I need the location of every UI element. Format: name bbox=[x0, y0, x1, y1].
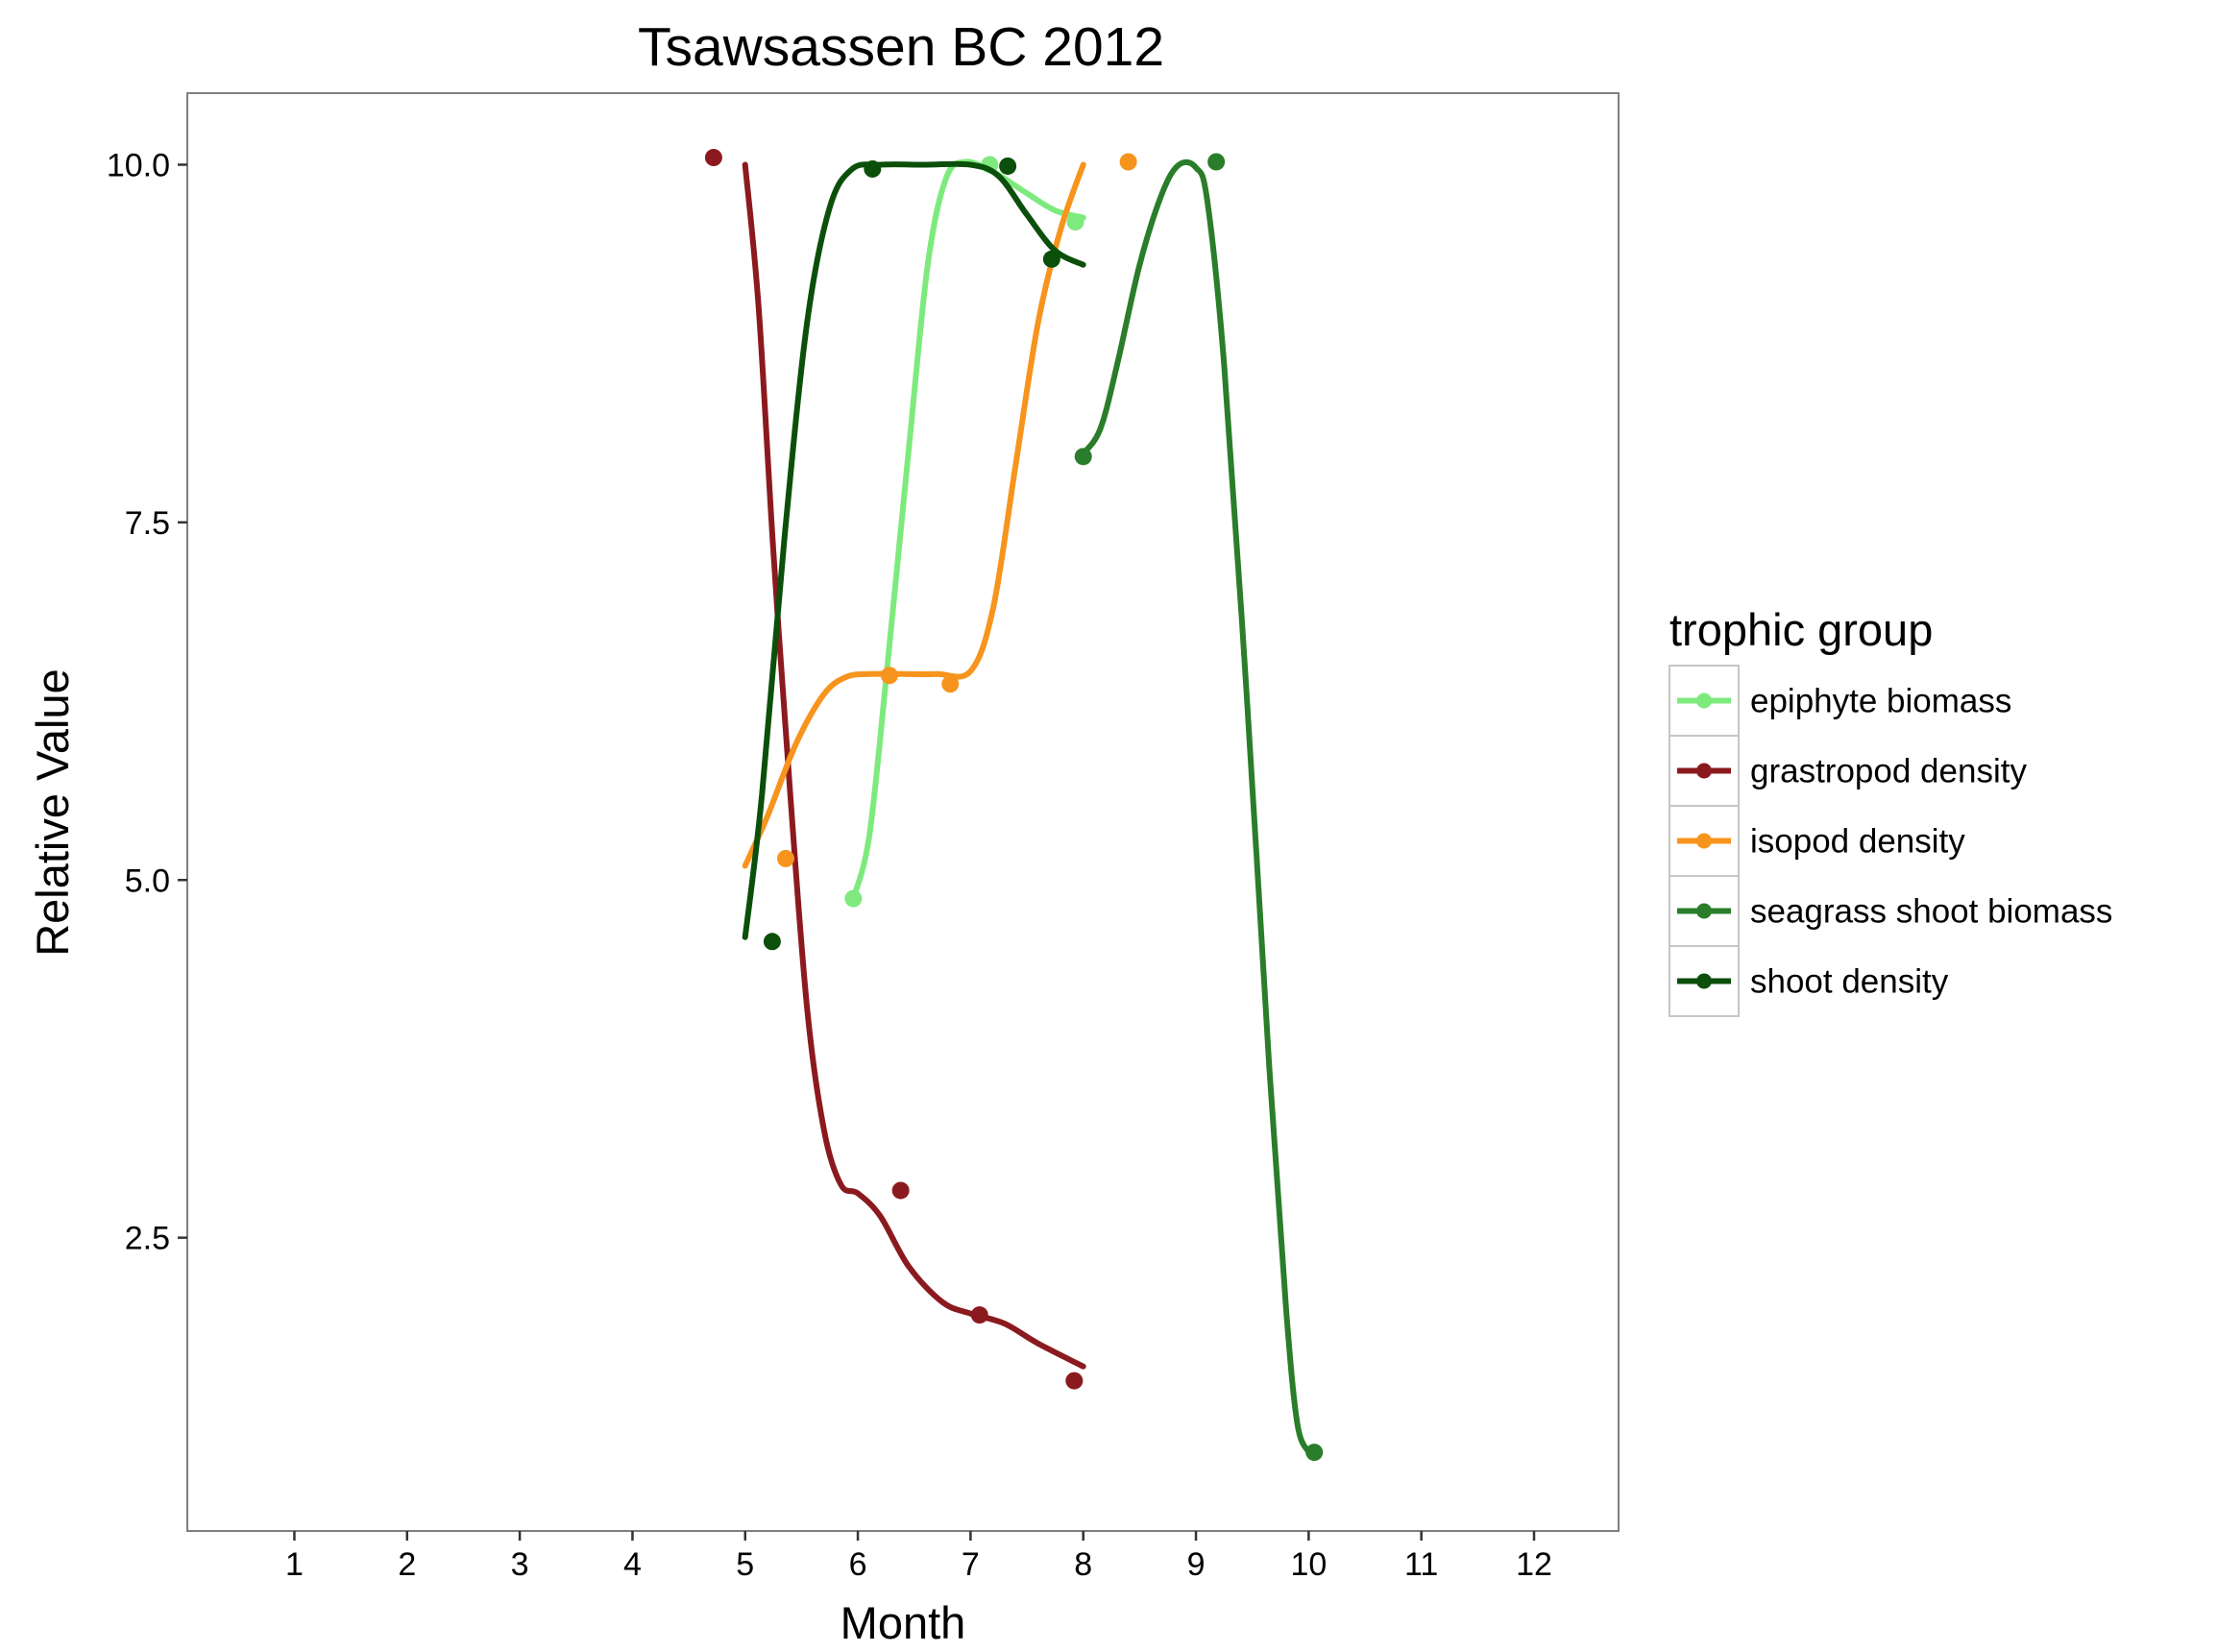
legend-entry: seagrass shoot biomass bbox=[1669, 875, 2112, 947]
data-point bbox=[1065, 1372, 1084, 1390]
y-tick-label: 7.5 bbox=[125, 505, 170, 542]
y-axis-label: Relative Value bbox=[27, 668, 78, 957]
series-seagrass-shoot-biomass bbox=[1074, 153, 1324, 1462]
x-tick-label: 11 bbox=[1404, 1546, 1438, 1583]
y-tick-label: 2.5 bbox=[125, 1221, 170, 1257]
legend-key-point bbox=[1696, 763, 1712, 779]
series-line bbox=[850, 158, 1086, 902]
data-point bbox=[941, 675, 960, 693]
data-point bbox=[880, 667, 898, 685]
series-shoot-density bbox=[742, 157, 1086, 951]
data-point bbox=[844, 889, 863, 908]
legend-label: epiphyte biomass bbox=[1750, 683, 2011, 720]
chart-title: Tsawsassen BC 2012 bbox=[638, 16, 1164, 78]
data-point bbox=[1119, 153, 1137, 171]
data-point bbox=[763, 933, 781, 951]
legend-entries: epiphyte biomass grastropod density isopod… bbox=[1669, 665, 2112, 1017]
series-grastropod-density bbox=[704, 149, 1086, 1390]
x-axis: 1 2 3 4 5 6 7 8 9 10 11 12 bbox=[285, 1531, 1552, 1583]
data-point bbox=[1305, 1444, 1324, 1462]
legend-entry: epiphyte biomass bbox=[1669, 665, 2011, 737]
data-point bbox=[1042, 250, 1060, 268]
series-layer bbox=[704, 149, 1324, 1462]
data-point bbox=[776, 849, 794, 867]
data-point bbox=[704, 149, 722, 167]
data-point bbox=[999, 157, 1017, 175]
x-tick-label: 8 bbox=[1074, 1546, 1092, 1583]
data-point bbox=[1066, 213, 1084, 231]
series-isopod-density bbox=[742, 153, 1137, 869]
legend: trophic group epiphyte biomass grastropod… bbox=[1669, 604, 2112, 1017]
legend-key-point bbox=[1696, 903, 1712, 919]
x-tick-label: 6 bbox=[849, 1546, 867, 1583]
legend-label: grastropod density bbox=[1750, 753, 2027, 790]
series-line bbox=[742, 161, 1086, 869]
x-axis-label: Month bbox=[841, 1597, 966, 1648]
data-point bbox=[1207, 153, 1226, 171]
legend-entry: shoot density bbox=[1669, 945, 1949, 1017]
data-point bbox=[1074, 448, 1092, 466]
y-axis: 2.5 5.0 7.5 10.0 bbox=[107, 147, 187, 1257]
x-tick-label: 10 bbox=[1290, 1546, 1327, 1583]
data-point bbox=[891, 1181, 910, 1200]
legend-entry: grastropod density bbox=[1669, 735, 2027, 807]
series-line bbox=[1080, 158, 1312, 1456]
plot-panel bbox=[186, 92, 1620, 1532]
legend-key-point bbox=[1696, 973, 1712, 989]
x-tick-label: 1 bbox=[285, 1546, 304, 1583]
series-line bbox=[742, 160, 1086, 940]
data-point bbox=[970, 1306, 988, 1324]
x-tick-label: 5 bbox=[736, 1546, 754, 1583]
x-tick-label: 2 bbox=[398, 1546, 416, 1583]
y-tick-label: 10.0 bbox=[107, 147, 170, 183]
x-tick-label: 3 bbox=[511, 1546, 529, 1583]
data-point bbox=[864, 159, 882, 178]
legend-title: trophic group bbox=[1669, 604, 1933, 655]
legend-label: isopod density bbox=[1750, 823, 1965, 861]
x-tick-label: 4 bbox=[623, 1546, 642, 1583]
legend-label: shoot density bbox=[1750, 963, 1949, 1001]
x-tick-label: 9 bbox=[1187, 1546, 1206, 1583]
x-tick-label: 7 bbox=[962, 1546, 980, 1583]
legend-entry: isopod density bbox=[1669, 805, 1965, 877]
legend-label: seagrass shoot biomass bbox=[1750, 893, 2112, 931]
legend-key-point bbox=[1696, 692, 1712, 709]
legend-key-point bbox=[1696, 833, 1712, 849]
x-tick-label: 12 bbox=[1516, 1546, 1552, 1583]
y-tick-label: 5.0 bbox=[125, 862, 170, 899]
